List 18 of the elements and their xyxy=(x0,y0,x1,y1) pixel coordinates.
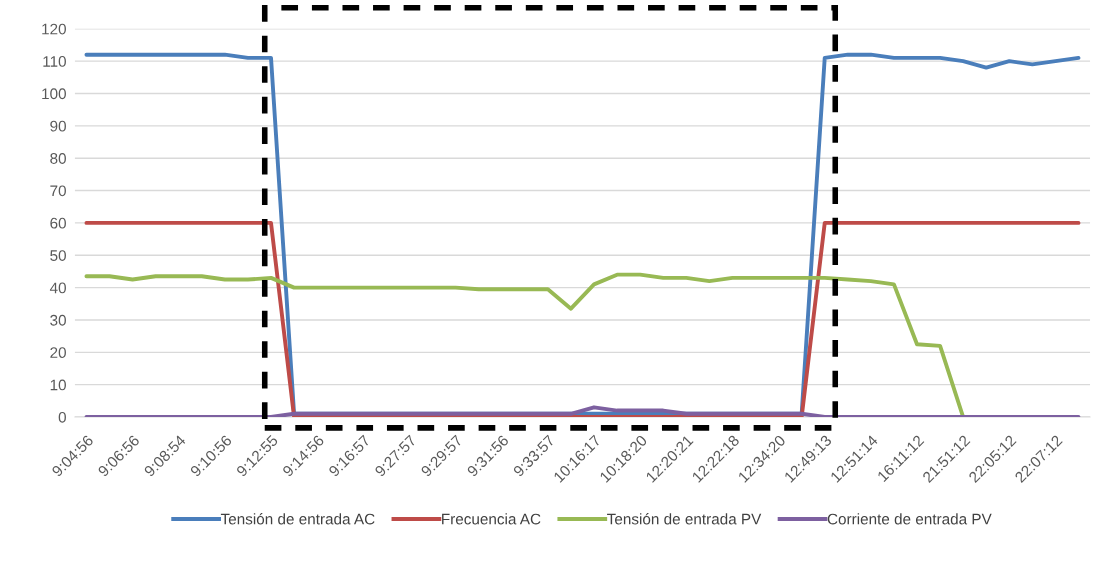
y-tick-label: 80 xyxy=(50,153,66,164)
y-tick-label: 120 xyxy=(42,23,66,35)
legend-label: Corriente de entrada PV xyxy=(827,513,992,525)
y-tick-label: 40 xyxy=(49,282,66,294)
y-tick-label: 90 xyxy=(50,120,66,132)
legend-label: Tensión de entrada PV xyxy=(607,513,762,525)
line-series xyxy=(84,405,1081,418)
y-tick-label: 20 xyxy=(50,347,66,359)
y-tick-label: 0 xyxy=(58,411,66,423)
y-tick-label: 60 xyxy=(50,217,66,229)
y-tick-label: 100 xyxy=(42,88,66,100)
y-tick-label: 110 xyxy=(43,56,66,67)
y-tick-label: 10 xyxy=(50,379,66,391)
y-tick-label: 30 xyxy=(50,314,66,326)
legend-label: Tensión de entrada AC xyxy=(220,513,375,525)
legend-label: Frecuencia AC xyxy=(442,513,541,525)
y-tick-label: 70 xyxy=(50,185,66,197)
y-tick-label: 50 xyxy=(50,250,66,261)
